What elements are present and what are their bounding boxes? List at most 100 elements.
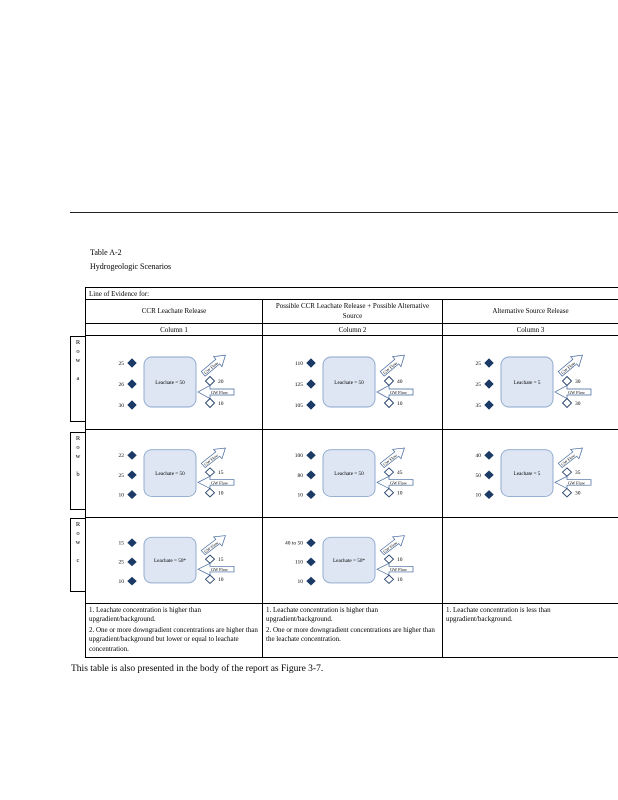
upgradient-well-icon bbox=[561, 466, 573, 477]
gw-flow-arrow-diagonal: GW Flow bbox=[200, 534, 226, 555]
downgradient-value: 125 bbox=[294, 382, 303, 388]
downgradient-value: 40 to 50 bbox=[285, 540, 303, 546]
hydrogeologic-scenarios-table: Line of Evidence for: CCR Leachate Relea… bbox=[84, 287, 618, 659]
downgradient-value: 25 bbox=[119, 472, 125, 478]
downgradient-well-icon bbox=[305, 556, 316, 566]
leachate-label: Leachate = 5 bbox=[514, 380, 541, 386]
row-label-a: Row a bbox=[70, 336, 86, 422]
upgradient-well-icon bbox=[383, 487, 394, 497]
leachate-label: Leachate = 50 bbox=[155, 472, 185, 477]
upgradient-well-icon bbox=[383, 553, 394, 564]
leachate-source-box bbox=[322, 356, 375, 407]
downgradient-well-icon bbox=[484, 450, 494, 460]
col-header-ccr-leachate-release: CCR Leachate Release bbox=[85, 299, 263, 324]
scenario-diagram: 25 26 30 Leachate = 50 GW Flow 20 bbox=[119, 354, 235, 410]
downgradient-well-icon bbox=[484, 357, 494, 368]
leachate-source-box bbox=[143, 356, 197, 407]
downgradient-value: 25 bbox=[476, 382, 482, 388]
leachate-label: Leachate = 50 bbox=[334, 380, 364, 386]
row-label-text: Row c bbox=[74, 521, 82, 566]
upgradient-well-icon bbox=[204, 553, 216, 564]
row-label-text: Row b bbox=[74, 435, 82, 480]
footnote-line: 2. One or more downgradient concentratio… bbox=[89, 625, 258, 653]
downgradient-value: 10 bbox=[119, 492, 125, 498]
leachate-label: Leachate = 50* bbox=[154, 559, 187, 564]
downgradient-value: 105 bbox=[294, 403, 303, 409]
upgradient-well-icon bbox=[204, 375, 216, 386]
downgradient-value: 35 bbox=[476, 403, 482, 409]
line-of-evidence-header: Line of Evidence for: bbox=[84, 287, 618, 300]
column-number-row: Column 1 Column 2 Column 3 bbox=[85, 323, 618, 336]
leachate-label: Leachate = 50 bbox=[334, 472, 364, 477]
footnote-line: 1. Leachate concentration is higher than… bbox=[266, 606, 378, 624]
downgradient-value: 10 bbox=[119, 579, 125, 585]
upgradient-value: 10 bbox=[218, 401, 224, 407]
upgradient-value: 10 bbox=[397, 490, 403, 496]
downgradient-value: 15 bbox=[119, 540, 125, 546]
upgradient-value: 10 bbox=[218, 490, 224, 496]
gw-flow-label: GW Flow bbox=[211, 480, 228, 485]
scenario-cell-a1: 25 26 30 Leachate = 50 GW Flow 20 bbox=[85, 335, 263, 430]
downgradient-well-icon bbox=[127, 450, 137, 460]
gw-flow-label: GW Flow bbox=[211, 390, 229, 395]
gw-flow-arrow-diagonal: GW Flow bbox=[379, 354, 405, 377]
downgradient-well-icon bbox=[305, 378, 316, 389]
gw-flow-label: GW Flow bbox=[390, 390, 408, 395]
downgradient-value: 10 bbox=[297, 492, 303, 498]
downgradient-well-icon bbox=[305, 576, 316, 586]
scenario-diagram: 100 80 10 Leachate = 50 GW Flow 45 bbox=[294, 447, 413, 499]
downgradient-well-icon bbox=[305, 450, 316, 460]
line-of-evidence-row: Line of Evidence for: bbox=[84, 287, 618, 300]
gw-flow-arrow-diagonal: GW Flow bbox=[200, 354, 226, 377]
upgradient-value: 10 bbox=[397, 401, 403, 407]
footnote-line: 1. Leachate concentration is less than u… bbox=[446, 606, 551, 624]
upgradient-well-icon bbox=[383, 397, 394, 408]
gw-flow-arrow-horizontal: GW Flow bbox=[197, 562, 235, 576]
downgradient-well-icon bbox=[484, 469, 494, 479]
scenario-cell-c1: 15 25 10 Leachate = 50* GW Flow 15 bbox=[85, 517, 263, 604]
upgradient-value: 10 bbox=[397, 577, 403, 583]
downgradient-value: 25 bbox=[476, 361, 482, 367]
downgradient-well-icon bbox=[484, 489, 494, 499]
footnote-col-3: 1. Leachate concentration is less than u… bbox=[441, 602, 618, 659]
gw-flow-label: GW Flow bbox=[390, 480, 407, 485]
scenario-cell-c2: 40 to 50 110 10 Leachate = 50* GW Flow 1… bbox=[262, 517, 443, 604]
downgradient-well-icon bbox=[127, 576, 137, 586]
row-label-b: Row b bbox=[70, 432, 86, 510]
upgradient-well-icon bbox=[383, 466, 394, 477]
downgradient-well-icon bbox=[305, 489, 316, 499]
table-label: Table A-2 bbox=[90, 248, 122, 257]
downgradient-well-icon bbox=[127, 537, 137, 547]
downgradient-value: 22 bbox=[119, 453, 125, 459]
footnote-line: 2. One or more downgradient concentratio… bbox=[266, 625, 435, 644]
gw-flow-arrow-horizontal: GW Flow bbox=[197, 475, 235, 489]
leachate-label: Leachate = 5 bbox=[514, 472, 541, 477]
downgradient-well-icon bbox=[127, 357, 137, 368]
leachate-source-box bbox=[322, 448, 375, 497]
downgradient-value: 110 bbox=[294, 361, 302, 367]
row-label-c: Row c bbox=[70, 518, 86, 592]
upgradient-well-icon bbox=[561, 487, 573, 497]
downgradient-value: 80 bbox=[297, 472, 303, 478]
col-header-alternative-source: Alternative Source Release bbox=[441, 299, 618, 324]
gw-flow-arrow-diagonal: GW Flow bbox=[379, 447, 405, 468]
scenario-diagram: 25 25 35 Leachate = 5 GW Flow 30 bbox=[476, 354, 592, 410]
downgradient-value: 40 bbox=[476, 453, 482, 459]
downgradient-well-icon bbox=[305, 399, 316, 410]
table-title: Hydrogeologic Scenarios bbox=[90, 262, 172, 271]
footnote-col-2: 1. Leachate concentration is higher than… bbox=[262, 602, 443, 659]
gw-flow-label: GW Flow bbox=[390, 567, 407, 572]
gw-flow-label: GW Flow bbox=[568, 390, 586, 395]
downgradient-well-icon bbox=[127, 556, 137, 566]
gw-flow-arrow-diagonal: GW Flow bbox=[557, 447, 583, 468]
upgradient-value: 35 bbox=[575, 470, 581, 476]
gw-flow-arrow-horizontal: GW Flow bbox=[375, 475, 413, 489]
gw-flow-label: GW Flow bbox=[211, 567, 228, 572]
downgradient-value: 100 bbox=[294, 453, 303, 459]
gw-flow-label: GW Flow bbox=[568, 480, 585, 485]
upgradient-value: 30 bbox=[575, 401, 581, 407]
upgradient-well-icon bbox=[561, 397, 573, 408]
col-number-3: Column 3 bbox=[441, 323, 618, 336]
upgradient-well-icon bbox=[204, 487, 216, 497]
